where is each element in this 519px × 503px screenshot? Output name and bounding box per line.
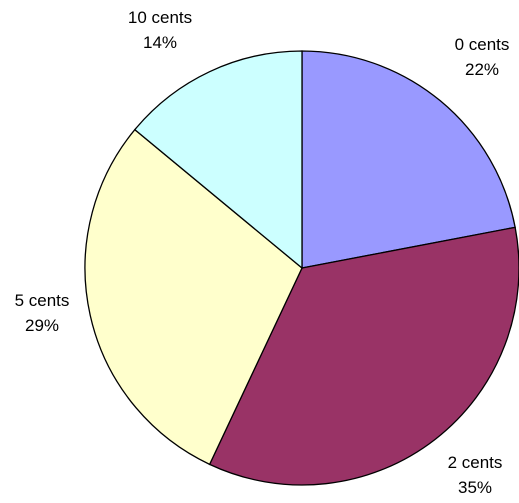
slice-category-label-2-cents: 2 cents xyxy=(448,453,503,472)
slice-category-label-10-cents: 10 cents xyxy=(128,8,192,27)
slices-layer xyxy=(84,50,519,486)
pie-slice-2-cents xyxy=(208,226,519,486)
labels-layer: 0 cents 22% 2 cents 35% 5 cents 29% 10 cents 14… xyxy=(15,8,510,497)
slice-percent-label-5-cents: 29% xyxy=(25,316,59,335)
pie-slice-0-cents xyxy=(301,50,516,269)
pie-slice-5-cents xyxy=(84,128,303,466)
pie-slice-10-cents xyxy=(133,50,303,270)
slice-category-label-5-cents: 5 cents xyxy=(15,291,70,310)
slice-category-label-0-cents: 0 cents xyxy=(455,35,510,54)
slice-percent-label-0-cents: 22% xyxy=(465,60,499,79)
slice-percent-label-10-cents: 14% xyxy=(143,33,177,52)
slice-percent-label-2-cents: 35% xyxy=(458,478,492,497)
